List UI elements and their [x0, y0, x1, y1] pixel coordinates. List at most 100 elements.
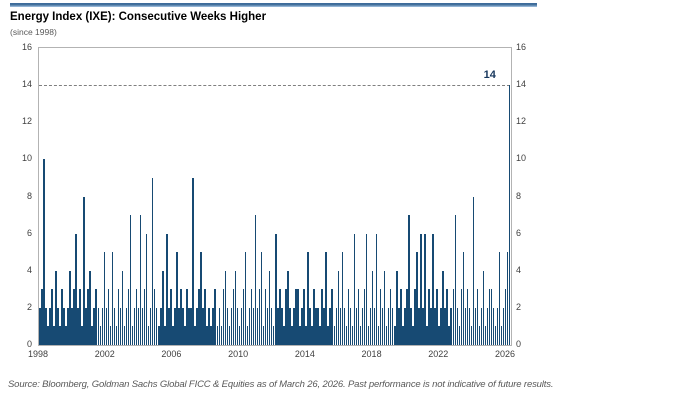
bar [373, 307, 376, 345]
y-tick-label-left: 10 [21, 153, 32, 164]
bar [452, 289, 454, 345]
bar [262, 326, 265, 345]
bar [147, 326, 150, 345]
bar [258, 289, 261, 345]
bar [111, 252, 114, 345]
bar [367, 326, 370, 345]
bar [426, 326, 428, 345]
bar [162, 270, 164, 345]
bar [347, 289, 350, 345]
bar [174, 307, 176, 345]
bar [226, 307, 229, 345]
reference-line-14 [39, 85, 511, 87]
bar [109, 326, 112, 345]
bar [444, 307, 446, 345]
bar [416, 252, 418, 345]
bar [385, 326, 388, 345]
bar [204, 289, 206, 345]
bar [406, 289, 408, 345]
y-tick-label-left: 0 [26, 339, 32, 349]
y-tick-label-right: 14 [516, 79, 527, 90]
bar [91, 326, 93, 345]
bar [222, 289, 225, 345]
bar [206, 326, 208, 345]
bar [200, 252, 202, 345]
bar [71, 307, 73, 345]
bar [472, 196, 475, 345]
bar [327, 326, 329, 345]
bar [303, 289, 305, 345]
x-tick-label: 2010 [228, 349, 249, 359]
bar [438, 326, 440, 345]
bar [220, 326, 223, 345]
bar [97, 307, 99, 345]
y-tick-label-right: 0 [516, 339, 522, 349]
bar [317, 307, 319, 345]
bar [103, 252, 106, 345]
bar [476, 289, 479, 345]
bar [345, 326, 348, 345]
bar [228, 326, 231, 345]
bar [83, 196, 85, 345]
bar [353, 233, 356, 345]
bar [371, 270, 374, 345]
bar [389, 289, 392, 345]
bar [339, 307, 342, 345]
bar [129, 215, 132, 345]
bar [87, 289, 89, 345]
bar [281, 307, 283, 345]
bar [474, 307, 477, 345]
y-tick-label-right: 16 [516, 42, 527, 52]
bar [75, 233, 77, 345]
bar [45, 307, 47, 345]
bar [160, 307, 162, 345]
bar [396, 270, 398, 345]
bar [79, 289, 81, 345]
bar [379, 289, 382, 345]
y-tick-label-left: 14 [21, 79, 32, 90]
bar [305, 326, 307, 345]
bar [61, 289, 63, 345]
y-tick-label-left: 16 [21, 42, 32, 52]
bar [329, 307, 331, 345]
bar [412, 326, 414, 345]
bar [313, 289, 315, 345]
bar [252, 307, 255, 345]
bar [502, 307, 505, 345]
bar [506, 252, 509, 345]
bar [127, 289, 130, 345]
bar [224, 270, 227, 345]
bar [73, 289, 75, 345]
bar [178, 307, 180, 345]
bar [434, 307, 436, 345]
bar [287, 270, 289, 345]
bar [256, 307, 259, 345]
x-tick-label: 2026 [494, 349, 515, 359]
bar [404, 307, 406, 345]
bar [164, 326, 166, 345]
bar [436, 289, 438, 345]
bar [230, 307, 233, 345]
bar [377, 326, 380, 345]
bar [101, 307, 104, 345]
bar [240, 307, 243, 345]
bar [244, 252, 247, 345]
bar [402, 326, 404, 345]
bar [266, 307, 269, 345]
bar [498, 252, 501, 345]
bar [149, 307, 152, 345]
bar [359, 326, 362, 345]
bar [145, 233, 148, 345]
bar [484, 326, 487, 345]
bar [351, 326, 354, 345]
x-tick-label: 2002 [94, 349, 115, 359]
bar [319, 326, 321, 345]
bar [131, 326, 134, 345]
bar [180, 289, 182, 345]
y-tick-label-right: 10 [516, 153, 527, 164]
bar [500, 326, 503, 345]
source-note: Source: Bloomberg, Goldman Sachs Global … [8, 379, 554, 390]
bar [301, 307, 303, 345]
y-tick-label-right: 4 [516, 264, 522, 275]
